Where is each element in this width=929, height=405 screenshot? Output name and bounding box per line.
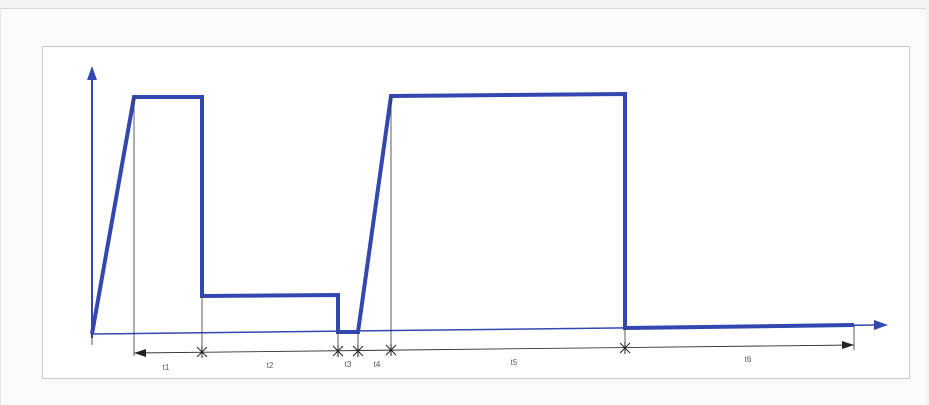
dimension-line — [133, 344, 855, 354]
y-axis-arrow-icon — [87, 66, 97, 80]
segment-label-t4: t4 — [374, 360, 381, 369]
x-axis-arrow-icon — [874, 320, 888, 330]
segment-label-t1: t1 — [163, 363, 170, 372]
dimension-ticks — [91, 96, 855, 356]
boundary-marker-icon — [385, 344, 397, 356]
boundary-marker-icon — [352, 345, 364, 357]
boundary-markers — [196, 342, 631, 358]
segment-label-t3: t3 — [345, 360, 352, 369]
boundary-marker-icon — [619, 342, 631, 354]
segment-label-t6: t6 — [745, 355, 752, 364]
figure-box — [42, 46, 910, 379]
signal-waveform — [90, 91, 855, 335]
boundary-marker-icon — [196, 346, 208, 358]
segment-label-t2: t2 — [267, 361, 274, 370]
dimension-arrow-left-icon — [134, 349, 146, 357]
boundary-marker-icon — [332, 345, 344, 357]
segment-label-t5: t5 — [511, 358, 518, 367]
dimension-arrow-right-icon — [842, 341, 854, 349]
